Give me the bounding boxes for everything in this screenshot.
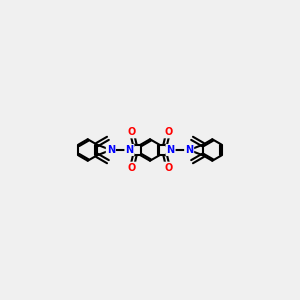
Text: N: N [107, 145, 115, 155]
Text: N: N [185, 145, 193, 155]
Text: O: O [164, 163, 172, 172]
Text: O: O [164, 128, 172, 137]
Text: O: O [128, 163, 136, 172]
Text: O: O [128, 128, 136, 137]
Text: N: N [125, 145, 134, 155]
Text: N: N [167, 145, 175, 155]
